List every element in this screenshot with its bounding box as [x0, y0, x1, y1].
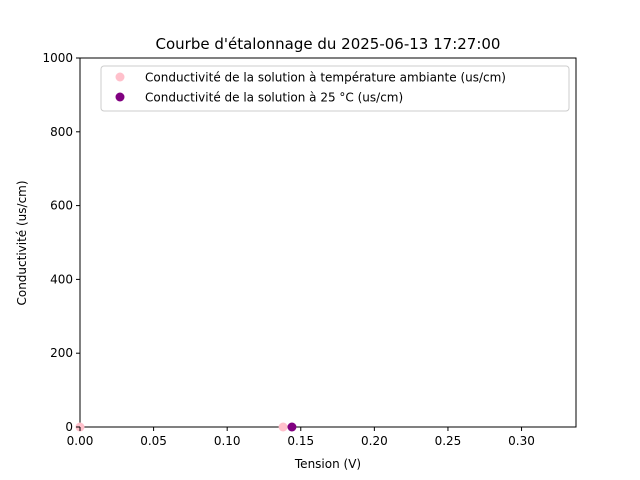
x-tick-label: 0.30: [508, 434, 535, 448]
x-tick-label: 0.10: [214, 434, 241, 448]
x-tick-label: 0.25: [435, 434, 462, 448]
x-tick-label: 0.15: [287, 434, 314, 448]
x-tick-label: 0.00: [67, 434, 94, 448]
y-axis: 0 200 400 600 800 1000: [42, 51, 80, 434]
y-tick-label: 1000: [42, 51, 73, 65]
plot-frame: [79, 57, 577, 428]
x-axis: 0.00 0.05 0.10 0.15 0.20 0.25 0.30: [67, 427, 535, 448]
y-tick-label: 0: [65, 420, 73, 434]
x-axis-label: Tension (V): [294, 457, 361, 471]
y-axis-label: Conductivité (us/cm): [15, 180, 29, 305]
chart-title: Courbe d'étalonnage du 2025-06-13 17:27:…: [156, 35, 501, 53]
legend-marker: [115, 92, 125, 102]
x-tick-label: 0.20: [361, 434, 388, 448]
data-point: [287, 422, 297, 432]
y-tick-label: 800: [50, 125, 73, 139]
legend-marker: [115, 72, 125, 82]
y-tick-label: 400: [50, 272, 73, 286]
x-tick-label: 0.05: [140, 434, 167, 448]
y-tick-label: 200: [50, 346, 73, 360]
y-tick-label: 600: [50, 199, 73, 213]
legend-label: Conductivité de la solution à températur…: [145, 71, 506, 85]
legend: Conductivité de la solution à températur…: [100, 65, 570, 112]
legend-label: Conductivité de la solution à 25 °C (us/…: [145, 91, 403, 105]
data-point: [278, 422, 288, 432]
plot-area: [75, 57, 577, 432]
legend-box: [100, 65, 570, 112]
